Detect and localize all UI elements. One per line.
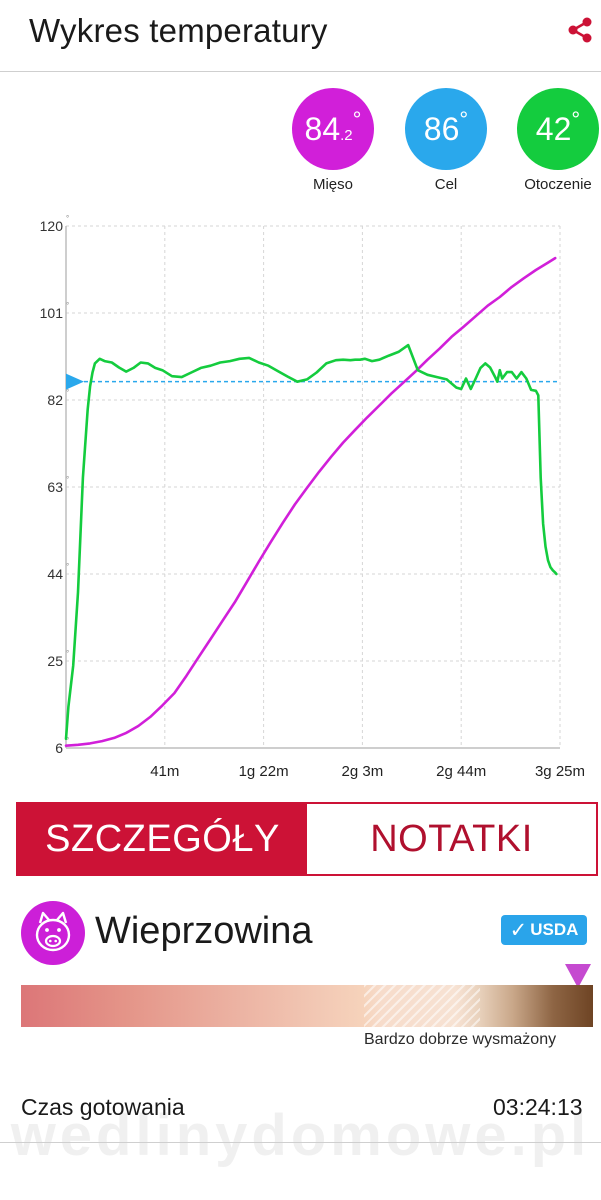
- ambient-temperature-line: [64, 343, 558, 741]
- tab-notes[interactable]: NOTATKI: [307, 804, 596, 874]
- meat-name[interactable]: Wieprzowina: [95, 910, 313, 952]
- meat-temp-decimal: .2: [340, 126, 353, 144]
- ambient-temp-value: 42: [535, 110, 572, 147]
- y-tick-label: 44: [47, 566, 63, 582]
- doneness-scale-bar: [21, 985, 593, 1027]
- y-tick-degree: °: [66, 388, 69, 397]
- x-tick-label: 1g 22m: [239, 763, 289, 780]
- share-button[interactable]: [564, 14, 596, 46]
- page-title: Wykres temperatury: [29, 12, 328, 49]
- target-marker-icon: [66, 373, 84, 390]
- ambient-temp-label: Otoczenie: [524, 176, 592, 193]
- cooking-time-label: Czas gotowania: [21, 1094, 185, 1120]
- target-temp-circle: 86 °: [405, 88, 487, 170]
- divider: [0, 1142, 601, 1143]
- meat-temp-value: 84: [304, 110, 341, 147]
- y-tick-degree: °: [66, 301, 69, 310]
- tab-details[interactable]: SZCZEGÓŁY: [18, 804, 307, 874]
- meat-temp-degree: °: [352, 107, 362, 132]
- y-tick-label: 120: [40, 218, 64, 234]
- share-icon: [568, 17, 592, 43]
- y-tick-label: 63: [47, 479, 63, 495]
- doneness-label: Bardzo dobrze wysmażony: [364, 1031, 557, 1048]
- details-notes-tabs: SZCZEGÓŁY NOTATKI: [16, 802, 598, 876]
- y-tick-degree: °: [66, 214, 69, 223]
- y-tick-label: 101: [40, 305, 64, 321]
- target-temp-value: 86: [423, 110, 460, 147]
- y-tick-degree: °: [66, 562, 69, 571]
- app-header: Wykres temperatury: [0, 0, 601, 72]
- x-tick-label: 41m: [150, 763, 179, 780]
- meat-temperature-line: [64, 256, 557, 747]
- check-icon: ✓: [509, 918, 528, 942]
- y-tick-degree: °: [66, 475, 69, 484]
- ambient-temp-gauge[interactable]: 42 ° Otoczenie: [516, 88, 600, 193]
- x-tick-label: 2g 44m: [436, 763, 486, 780]
- ambient-temp-degree: °: [571, 107, 581, 132]
- temperature-chart[interactable]: 120 °101 °82 °63 °44 °25 °6 °41m 1g 22m 2g 3m 2g 4…: [0, 205, 601, 795]
- target-temp-gauge[interactable]: 86 ° Cel: [404, 88, 488, 193]
- meat-temp-circle: 84.2 °: [292, 88, 374, 170]
- pig-icon: [21, 901, 85, 965]
- meat-temp-label: Mięso: [312, 176, 353, 193]
- usda-label: USDA: [530, 920, 579, 939]
- y-tick-degree: °: [66, 649, 69, 658]
- target-temp-degree: °: [459, 107, 469, 132]
- y-tick-label: 6: [55, 740, 63, 756]
- meat-temp-gauge[interactable]: 84.2 ° Mięso: [291, 88, 375, 193]
- usda-badge[interactable]: ✓ USDA: [501, 915, 587, 945]
- x-tick-label: 3g 25m: [535, 763, 585, 780]
- x-tick-label: 2g 3m: [342, 763, 384, 780]
- ambient-temp-circle: 42 °: [517, 88, 599, 170]
- target-temp-label: Cel: [434, 176, 458, 193]
- y-tick-degree: °: [66, 736, 69, 745]
- doneness-marker-icon: [565, 964, 591, 988]
- y-tick-label: 82: [47, 392, 63, 408]
- doneness-hatch-region: [364, 985, 480, 1027]
- y-tick-label: 25: [47, 653, 63, 669]
- cooking-time-value: 03:24:13: [493, 1094, 583, 1120]
